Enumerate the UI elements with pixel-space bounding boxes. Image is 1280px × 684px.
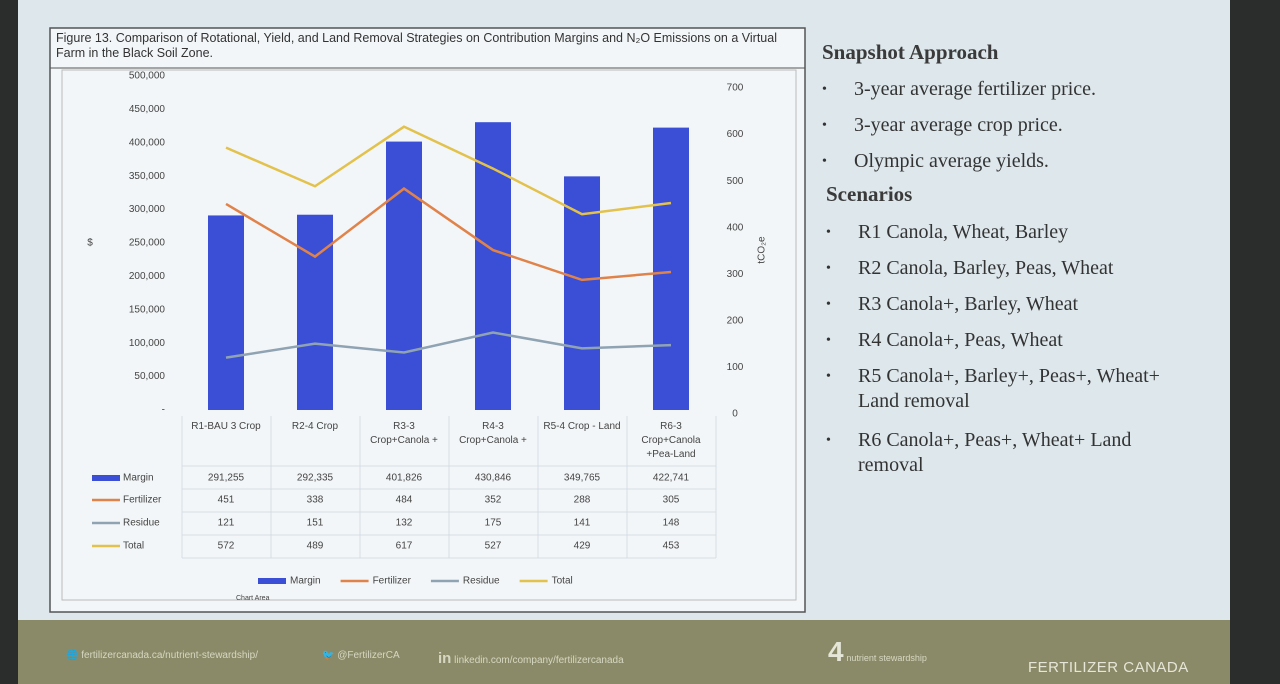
x-tick-label: R6-3 Crop+Canola +Pea-Land — [641, 421, 701, 460]
table-value: 401,826 — [386, 473, 423, 484]
y2-tick-label: 0 — [732, 409, 738, 420]
table-value: 484 — [396, 495, 413, 506]
bar — [386, 141, 422, 410]
website-text: fertilizercanada.ca/nutrient-stewardship… — [81, 650, 258, 661]
y2-axis-label: tCO₂e — [757, 236, 768, 264]
bar — [653, 127, 689, 410]
y-tick-label: 400,000 — [129, 137, 166, 148]
y2-tick-label: 700 — [727, 83, 744, 94]
bullet: R6 Canola+, Peas+, Wheat+ Land removal — [826, 428, 1198, 478]
y-tick-label: 300,000 — [129, 204, 166, 215]
y-tick-label: 450,000 — [129, 104, 166, 115]
table-value: 422,741 — [653, 473, 690, 484]
table-value: 148 — [663, 518, 680, 529]
table-row-label: Fertilizer — [123, 495, 162, 506]
line — [225, 187, 672, 282]
y2-tick-label: 100 — [727, 362, 744, 373]
table-value: 451 — [218, 495, 235, 506]
footer — [18, 620, 1230, 684]
linkedin: in linkedin.com/company/fertilizercanada — [438, 650, 624, 667]
table-value: 151 — [307, 518, 324, 529]
table-value: 527 — [485, 541, 502, 552]
table-value: 453 — [663, 541, 680, 552]
bullet: R4 Canola+, Peas, Wheat — [826, 328, 1198, 353]
y-tick-label: 50,000 — [134, 371, 165, 382]
line — [225, 125, 672, 216]
chart-frame — [49, 27, 806, 613]
chart-title: Figure 13. Comparison of Rotational, Yie… — [56, 31, 777, 60]
y-tick-label: 350,000 — [129, 171, 166, 182]
x-tick-label: R2-4 Crop — [291, 421, 339, 432]
table-value: 617 — [396, 541, 413, 552]
table-value: 352 — [485, 495, 502, 506]
linkedin-text: linkedin.com/company/fertilizercanada — [454, 655, 624, 666]
bullet: 3-year average fertilizer price. — [822, 77, 1194, 102]
legend-label: Margin — [290, 576, 321, 587]
chart-area — [61, 69, 797, 601]
table-value: 489 — [307, 541, 324, 552]
table-value: 175 — [485, 518, 502, 529]
legend-label: Residue — [463, 576, 500, 587]
annotation: Chart Area — [236, 595, 270, 602]
y2-tick-label: 200 — [727, 315, 744, 326]
legend-label: Total — [552, 576, 573, 587]
logo-text: nutrient stewardship — [846, 653, 927, 663]
bullet: 3-year average crop price. — [822, 113, 1194, 138]
table-row-label: Residue — [123, 518, 160, 529]
x-tick-label: R1-BAU 3 Crop — [191, 421, 261, 432]
table-value: 141 — [574, 518, 591, 529]
table-value: 338 — [307, 495, 324, 506]
bullet: R5 Canola+, Barley+, Peas+, Wheat+ Land … — [826, 364, 1198, 414]
heading: Snapshot Approach — [822, 40, 999, 64]
x-tick-label: R3-3 Crop+Canola + — [370, 421, 438, 446]
table-row-label: Margin — [123, 473, 154, 484]
y-tick-label: 250,000 — [129, 238, 166, 249]
heading: Scenarios — [826, 182, 913, 206]
y-tick-label: - — [162, 405, 165, 416]
y2-tick-label: 500 — [727, 176, 744, 187]
table-key — [92, 475, 120, 481]
table-value: 430,846 — [475, 473, 512, 484]
table-row-label: Total — [123, 541, 144, 552]
table-value: 429 — [574, 541, 591, 552]
table-value: 121 — [218, 518, 235, 529]
table-value: 132 — [396, 518, 413, 529]
y2-tick-label: 300 — [727, 269, 744, 280]
table-value: 305 — [663, 495, 680, 506]
y2-tick-label: 600 — [727, 129, 744, 140]
x-tick-label: R4-3 Crop+Canola + — [459, 421, 527, 446]
bullet: R1 Canola, Wheat, Barley — [826, 220, 1198, 245]
table-value: 292,335 — [297, 473, 334, 484]
y2-tick-label: 400 — [727, 222, 744, 233]
bullet: Olympic average yields. — [822, 149, 1194, 174]
twitter-text: @FertilizerCA — [337, 650, 400, 661]
legend-key — [258, 578, 286, 584]
y-tick-label: 100,000 — [129, 338, 166, 349]
website: 🌐 fertilizercanada.ca/nutrient-stewardsh… — [66, 650, 258, 661]
bar — [475, 122, 511, 410]
bullet: R2 Canola, Barley, Peas, Wheat — [826, 256, 1198, 281]
table-value: 349,765 — [564, 473, 601, 484]
x-tick-label: R5-4 Crop - Land — [543, 421, 621, 432]
y-axis-label: $ — [87, 238, 93, 249]
logo: 4 nutrient stewardship — [828, 636, 927, 667]
table-value: 291,255 — [208, 473, 245, 484]
y-tick-label: 500,000 — [129, 71, 166, 82]
bullet: R3 Canola+, Barley, Wheat — [826, 292, 1198, 317]
table-value: 572 — [218, 541, 235, 552]
line — [225, 331, 672, 359]
y-tick-label: 200,000 — [129, 271, 166, 282]
legend-label: Fertilizer — [373, 576, 412, 587]
table-value: 288 — [574, 495, 591, 506]
y-tick-label: 150,000 — [129, 304, 166, 315]
brand: FERTILIZER CANADA — [1028, 659, 1189, 676]
twitter: 🐦 @FertilizerCA — [322, 650, 400, 661]
bar — [297, 214, 333, 410]
bar — [208, 215, 244, 410]
